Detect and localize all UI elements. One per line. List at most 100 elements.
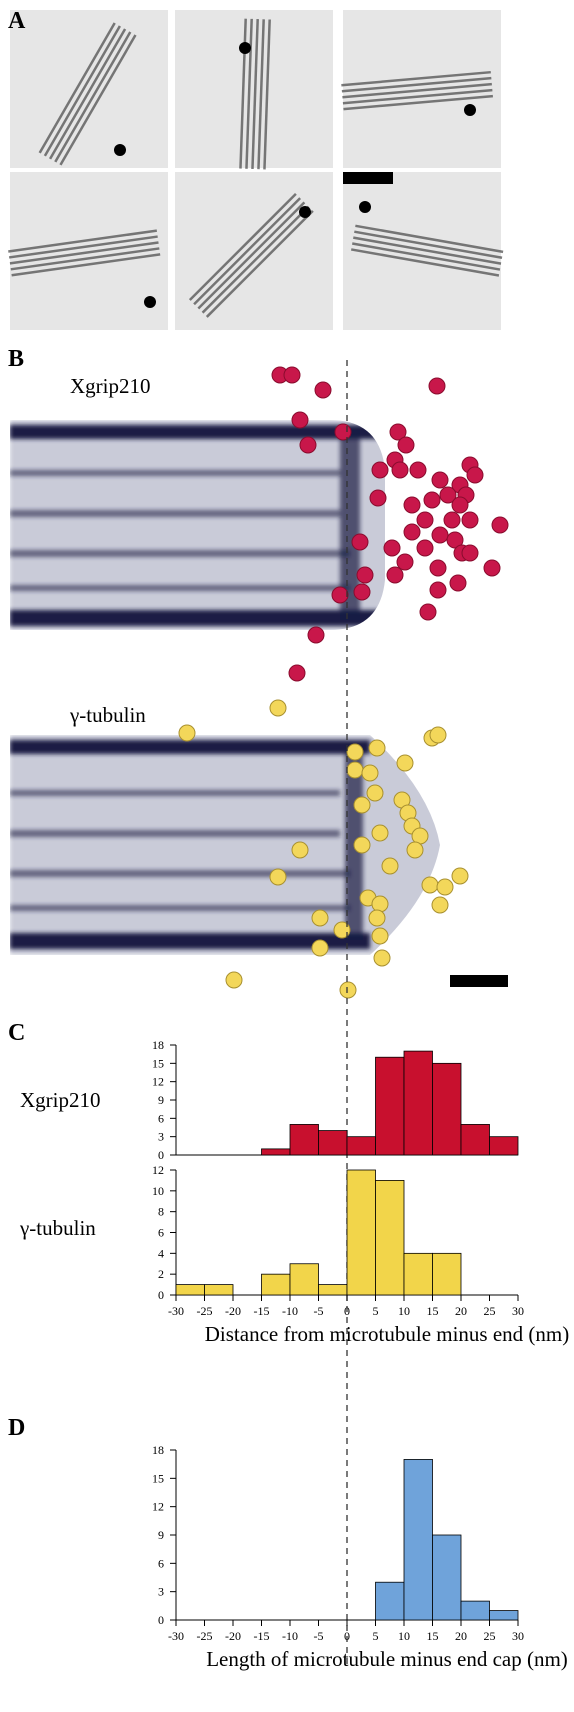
panel-label: C — [8, 1020, 25, 1046]
bar — [261, 1148, 291, 1156]
protofilament — [8, 235, 158, 259]
gamma-particle — [373, 949, 391, 967]
xgrip-particle — [371, 461, 389, 479]
bar — [175, 1284, 205, 1296]
xgrip-particle — [431, 471, 449, 489]
xgrip-particle — [356, 566, 374, 584]
x-tick-label: 10 — [398, 1304, 410, 1318]
micrograph — [343, 172, 504, 330]
gamma-particle — [368, 739, 386, 757]
y-tick-label: 12 — [152, 1500, 164, 1514]
xgrip-particle — [461, 544, 479, 562]
xgrip-particle — [383, 539, 401, 557]
bar — [318, 1284, 348, 1296]
x-label: Length of microtubule minus end cap (nm) — [206, 1647, 568, 1671]
bar — [460, 1600, 490, 1621]
panel-text: Xgrip210 — [70, 374, 151, 398]
bar — [375, 1180, 405, 1296]
x-tick-label: 30 — [512, 1629, 524, 1643]
x-tick-label: 0 — [344, 1629, 350, 1643]
protofilament — [257, 19, 265, 170]
micrograph — [8, 172, 168, 330]
y-label: γ-tubulin — [19, 1216, 96, 1240]
protofilament — [342, 82, 492, 99]
gold-particle — [239, 42, 251, 54]
bar — [403, 1252, 433, 1296]
protofilament — [245, 18, 253, 169]
bar — [375, 1056, 405, 1156]
micrograph — [10, 10, 168, 168]
x-tick-label: -15 — [254, 1629, 270, 1643]
micrographs — [8, 10, 504, 330]
y-tick-label: 0 — [158, 1288, 164, 1302]
xgrip-particle — [451, 496, 469, 514]
y-tick-label: 0 — [158, 1148, 164, 1162]
x-tick-label: -20 — [225, 1304, 241, 1318]
x-tick-label: -30 — [168, 1304, 184, 1318]
y-tick-label: 2 — [158, 1267, 164, 1281]
gamma-particle — [371, 927, 389, 945]
xgrip-particle — [419, 603, 437, 621]
y-tick-label: 6 — [158, 1226, 164, 1240]
xgrip-particle — [386, 566, 404, 584]
scale-bar — [450, 975, 508, 987]
gamma-particle — [429, 726, 447, 744]
xgrip-particle — [353, 583, 371, 601]
y-tick-label: 12 — [152, 1075, 164, 1089]
xgrip-particle — [391, 461, 409, 479]
x-tick-label: -25 — [197, 1629, 213, 1643]
x-tick-label: -5 — [314, 1304, 324, 1318]
protofilament — [352, 242, 501, 271]
gamma-particle — [291, 841, 309, 859]
x-tick-label: 25 — [484, 1629, 496, 1643]
particles — [178, 366, 509, 999]
y-tick-label: 8 — [158, 1205, 164, 1219]
y-tick-label: 0 — [158, 1613, 164, 1627]
gamma-particle — [368, 909, 386, 927]
xgrip-particle — [403, 523, 421, 541]
gamma-particle — [353, 796, 371, 814]
gamma-particle — [311, 909, 329, 927]
xgrip-particle — [429, 559, 447, 577]
microtubule — [8, 229, 161, 277]
protofilament — [9, 241, 159, 265]
microtubule — [350, 224, 504, 277]
micrograph — [175, 10, 333, 170]
x-tick-label: 20 — [455, 1304, 467, 1318]
gamma-particle — [421, 876, 439, 894]
xgrip-particle — [423, 491, 441, 509]
protofilament — [350, 248, 500, 277]
y-tick-label: 18 — [152, 1038, 164, 1052]
protofilament — [341, 70, 491, 87]
gamma-particle — [396, 754, 414, 772]
x-tick-label: -15 — [254, 1304, 270, 1318]
y-tick-label: 12 — [152, 1163, 164, 1177]
panel-label: D — [8, 1415, 25, 1441]
xgrip-particle — [334, 423, 352, 441]
bar — [403, 1050, 433, 1156]
x-tick-label: -25 — [197, 1304, 213, 1318]
gold-particle — [299, 206, 311, 218]
bar — [261, 1273, 291, 1296]
xgrip-particle — [409, 461, 427, 479]
x-label: Distance from microtubule minus end (nm) — [205, 1322, 570, 1346]
protofilament — [239, 18, 247, 169]
xgrip-particle — [389, 423, 407, 441]
protofilament — [251, 19, 259, 170]
xgrip-particle — [416, 511, 434, 529]
y-tick-label: 6 — [158, 1111, 164, 1125]
protofilament — [197, 201, 306, 310]
x-tick-label: 0 — [344, 1304, 350, 1318]
gold-particle — [144, 296, 156, 308]
panel-label: B — [8, 346, 24, 372]
gold-particle — [359, 201, 371, 213]
x-tick-label: 10 — [398, 1629, 410, 1643]
y-tick-label: 9 — [158, 1528, 164, 1542]
xgrip-particle — [431, 526, 449, 544]
x-tick-label: -20 — [225, 1629, 241, 1643]
xgrip-particle — [314, 381, 332, 399]
xgrip-particle — [483, 559, 501, 577]
xgrip-particle — [446, 531, 464, 549]
protofilament — [54, 31, 132, 163]
